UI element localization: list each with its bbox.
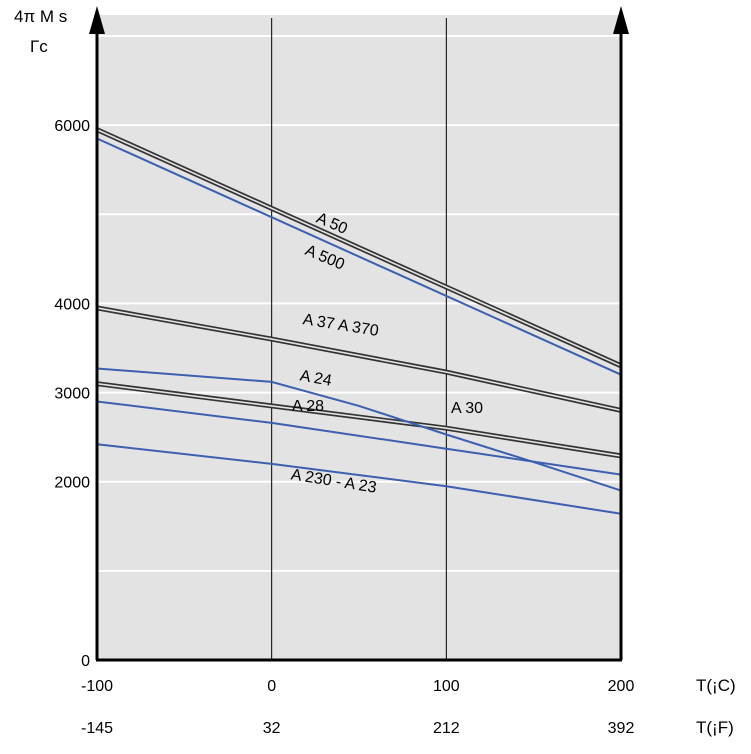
y-axis-right-arrow [613,6,629,34]
series-line-a-24 [96,367,622,492]
y-tick-label: 3000 [54,386,90,403]
plot-area [97,15,621,660]
series-line-a-28 [96,400,622,476]
x-tick-label-c: -100 [81,678,113,695]
series-line-inner-a-50 [96,128,622,367]
y-axis-title-line1: 4π M s [14,7,67,26]
y-axis-title-line2: Гс [30,37,48,56]
series-label: A 24 [299,367,334,389]
x-axis-title-celsius: T(¡C) [696,676,736,695]
y-tick-label: 0 [81,653,90,670]
series-line-a-500 [96,137,622,376]
series-line-inner-a-37-a-370 [96,307,622,412]
series-label: A 28 [292,398,324,415]
x-tick-label-c: 0 [267,678,276,695]
series-layer [95,127,623,515]
x-tick-label-f: 212 [433,720,460,737]
y-tick-label: 6000 [54,118,90,135]
x-tick-label-f: 392 [608,720,635,737]
y-tick-label: 4000 [54,296,90,313]
x-tick-labels-celsius: -100 0 100 200 [81,678,634,695]
series-label: A 30 [451,400,483,417]
y-tick-label: 2000 [54,475,90,492]
series-line-a-230-a-23 [96,443,622,515]
series-line-inner-a-30 [96,382,622,457]
axes [89,6,629,662]
x-axis-title-fahrenheit: T(¡F) [696,718,734,737]
x-tick-label-c: 100 [433,678,460,695]
x-tick-label-c: 200 [608,678,635,695]
x-tick-labels-fahrenheit: -145 32 212 392 [81,720,634,737]
x-tick-label-f: -145 [81,720,113,737]
y-axis-left-arrow [89,6,105,34]
x-tick-label-f: 32 [263,720,281,737]
y-tick-labels: 0 2000 3000 4000 6000 [54,118,90,670]
